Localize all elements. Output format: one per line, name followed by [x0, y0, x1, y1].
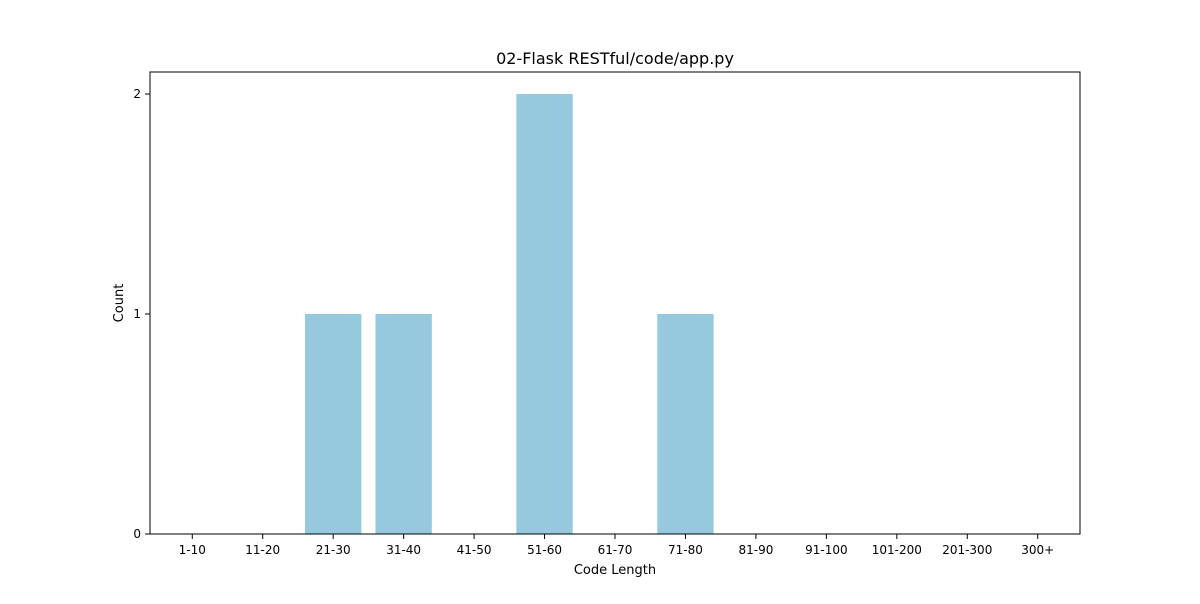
bar-21-30 [305, 314, 362, 534]
bar-31-40 [375, 314, 432, 534]
x-tick-label: 11-20 [245, 543, 280, 557]
bars-layer [305, 94, 714, 534]
x-ticks-layer: 1-10 11-20 21-30 31-40 41-50 51-60 61-70 71-80 8… [179, 534, 1054, 557]
x-axis-label: Code Length [574, 563, 656, 578]
y-tick-label: 2 [133, 87, 141, 101]
x-tick-label: 1-10 [179, 543, 206, 557]
y-tick-label: 1 [133, 307, 141, 321]
bar-51-60 [516, 94, 573, 534]
x-tick-label: 201-300 [942, 543, 992, 557]
y-axis-label: Count [112, 284, 127, 323]
x-tick-label: 51-60 [527, 543, 562, 557]
x-tick-label: 31-40 [386, 543, 421, 557]
bar-71-80 [657, 314, 714, 534]
y-ticks-layer: 0 1 2 [133, 87, 150, 541]
x-tick-label: 61-70 [598, 543, 633, 557]
x-tick-label: 21-30 [316, 543, 351, 557]
x-tick-label: 41-50 [457, 543, 492, 557]
x-tick-label: 300+ [1021, 543, 1054, 557]
x-tick-label: 71-80 [668, 543, 703, 557]
plot-frame [149, 71, 1081, 535]
x-tick-label: 91-100 [805, 543, 848, 557]
chart-title: 02-Flask RESTful/code/app.py [496, 49, 734, 68]
x-tick-label: 81-90 [738, 543, 773, 557]
x-tick-label: 101-200 [872, 543, 922, 557]
y-tick-label: 0 [133, 527, 141, 541]
